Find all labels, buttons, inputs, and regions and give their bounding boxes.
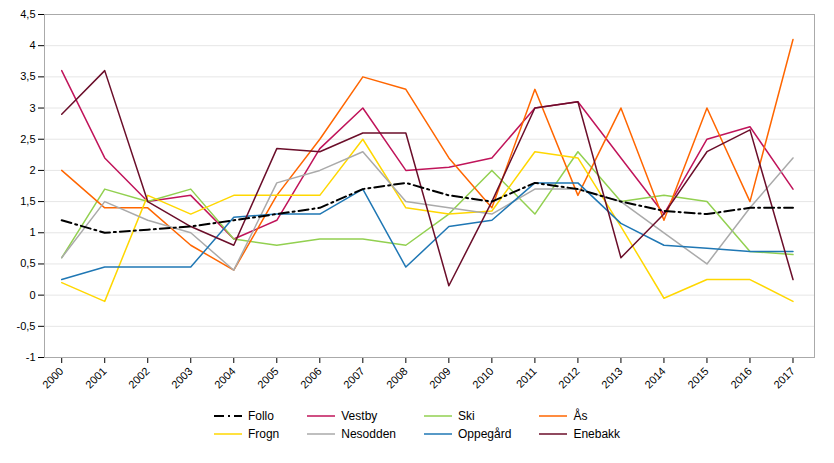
- svg-text:2010: 2010: [470, 365, 496, 391]
- svg-text:0: 0: [29, 289, 35, 301]
- svg-text:-0,5: -0,5: [17, 320, 36, 332]
- html-text:Ås: Ås: [573, 409, 588, 423]
- html-text:Enebakk: Enebakk: [573, 427, 621, 441]
- svg-text:2003: 2003: [169, 365, 195, 391]
- svg-text:2011: 2011: [514, 365, 539, 390]
- svg-text:0,5: 0,5: [20, 257, 35, 269]
- html-text:Frogn: Frogn: [247, 427, 280, 441]
- svg-text:2000: 2000: [40, 365, 66, 391]
- svg-text:2009: 2009: [427, 365, 453, 391]
- svg-text:2016: 2016: [728, 365, 754, 391]
- svg-text:3,5: 3,5: [20, 70, 35, 82]
- svg-text:2017: 2017: [771, 365, 797, 391]
- html-text:Oppegård: Oppegård: [458, 427, 512, 441]
- svg-text:2008: 2008: [384, 365, 410, 391]
- svg-text:1: 1: [29, 226, 35, 238]
- svg-text:2013: 2013: [599, 365, 625, 391]
- svg-text:4,5: 4,5: [20, 8, 35, 20]
- svg-text:2006: 2006: [298, 365, 324, 391]
- html-text:Follo: Follo: [247, 409, 274, 423]
- svg-text:2004: 2004: [212, 365, 238, 391]
- svg-text:2: 2: [29, 164, 35, 176]
- svg-text:2012: 2012: [556, 365, 582, 391]
- svg-text:4: 4: [29, 39, 35, 51]
- html-text:Nesodden: Nesodden: [341, 427, 396, 441]
- svg-text:2007: 2007: [341, 365, 367, 391]
- svg-text:3: 3: [29, 102, 35, 114]
- svg-text:2014: 2014: [642, 365, 668, 391]
- html-text:Vestby: Vestby: [341, 409, 378, 423]
- html-text:Ski: Ski: [458, 409, 475, 423]
- svg-text:2,5: 2,5: [20, 133, 35, 145]
- svg-text:-1: -1: [26, 351, 36, 363]
- svg-text:2001: 2001: [83, 365, 109, 391]
- svg-text:2015: 2015: [685, 365, 711, 391]
- svg-text:2005: 2005: [255, 365, 281, 391]
- svg-text:2002: 2002: [126, 365, 152, 391]
- svg-text:1,5: 1,5: [20, 195, 35, 207]
